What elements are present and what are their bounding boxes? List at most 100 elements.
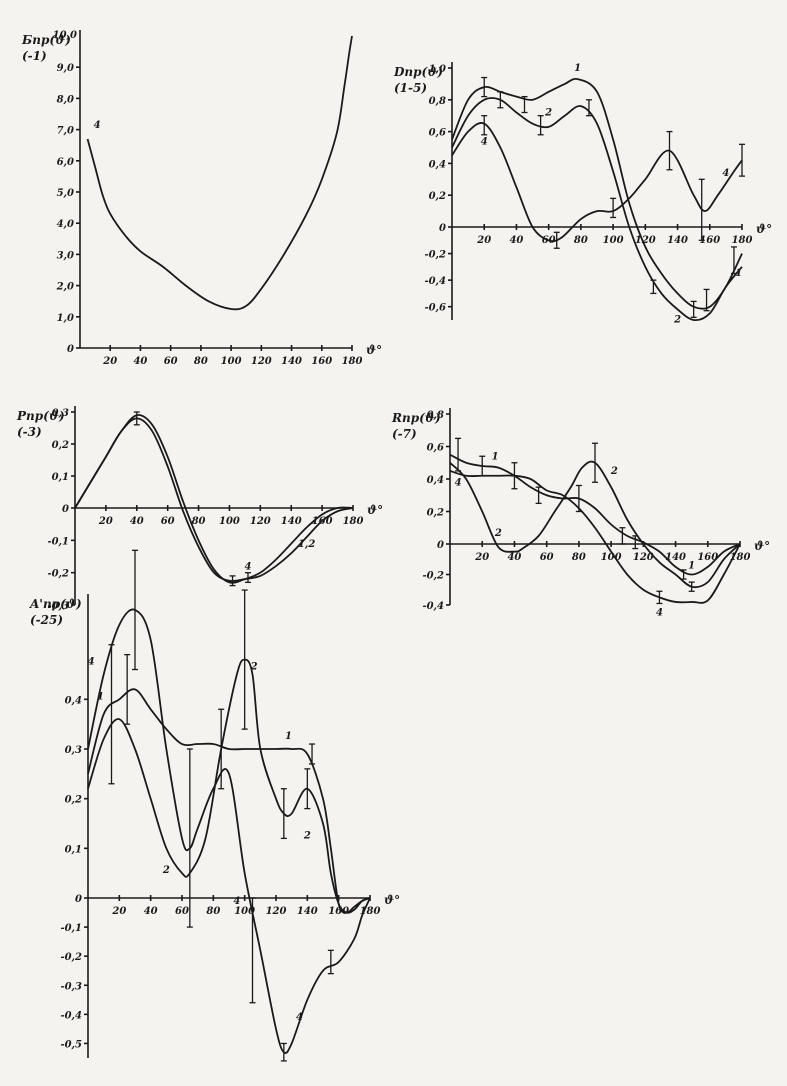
x-tick-label: 140 <box>665 552 686 563</box>
x-tick-label: 160 <box>311 356 332 367</box>
x-tick-label: 140 <box>281 516 302 527</box>
x-tick-label: 180 <box>732 235 753 246</box>
y-tick-label: 0,1 <box>52 472 69 483</box>
x-axis-title: ϑ° <box>384 893 400 907</box>
y-tick-label: 3,0 <box>57 250 74 261</box>
series-line-4 <box>87 608 371 1054</box>
y-tick-label: 5,0 <box>57 188 74 199</box>
x-tick-label: 60 <box>175 906 189 917</box>
x-tick-label: 120 <box>266 906 287 917</box>
x-tick-label: 100 <box>219 516 240 527</box>
x-tick-label: 80 <box>194 356 208 367</box>
y-tick-label: 0 <box>439 223 446 234</box>
y-tick-label: -0,3 <box>47 601 69 612</box>
series-line-1-2 <box>74 414 354 584</box>
plot-4: 20 40 60 80 100 120 140 160 180 -0,4 -0,2 0 0,2 0,4 0,… <box>391 408 770 619</box>
curve-label: 1,2 <box>298 539 315 550</box>
y-tick-label: -0,5 <box>60 1039 82 1050</box>
y-axis-note: (-25) <box>30 613 63 627</box>
x-tick-label: 140 <box>297 906 318 917</box>
curve-label: 4 <box>244 561 251 572</box>
y-axis-note: (1-5) <box>394 81 427 95</box>
curve-label: 1 <box>688 560 695 571</box>
x-tick-label: 60 <box>540 552 554 563</box>
x-tick-label: 120 <box>251 356 272 367</box>
x-tick-label: 20 <box>476 235 491 246</box>
x-tick-label: 80 <box>572 552 586 563</box>
curve-label: 1 <box>574 63 581 74</box>
curve-label: 2 <box>250 662 258 673</box>
y-tick-label: 1,0 <box>429 64 446 75</box>
y-axis-title: Бпр(ϑ) <box>21 33 71 47</box>
plot-5: 20 40 60 80 100 120 140 160 180-0,5-0,4-0,3-0,2-… <box>29 549 400 1062</box>
plot-2: 20 40 60 80 100 120 140 160 180-0,6-0,4-0,200,20… <box>393 62 772 326</box>
series-line-4 <box>74 417 354 582</box>
y-tick-label: -0,2 <box>422 571 444 582</box>
x-tick-label: 80 <box>574 235 588 246</box>
x-tick-label: 20 <box>111 906 126 917</box>
x-tick-label: 160 <box>697 552 718 563</box>
curve-label: 1 <box>492 452 499 463</box>
y-tick-label: 0 <box>62 504 69 515</box>
y-tick-label: 0,6 <box>429 128 446 139</box>
x-tick-label: 80 <box>206 906 220 917</box>
series-line-1 <box>87 688 371 914</box>
curve-label: 2 <box>162 865 170 876</box>
series-line-1 <box>451 77 743 310</box>
series-line-1 <box>449 453 741 576</box>
y-tick-label: 0,6 <box>427 443 444 454</box>
x-tick-label: 100 <box>234 906 255 917</box>
curve-label: 2 <box>544 108 552 119</box>
y-tick-label: 8,0 <box>57 94 74 105</box>
curve-label: 4 <box>656 608 663 619</box>
x-tick-label: 180 <box>343 516 364 527</box>
x-tick-label: 60 <box>164 356 178 367</box>
y-tick-label: 0,1 <box>65 844 82 855</box>
x-tick-label: 180 <box>342 356 363 367</box>
series-line-4 <box>86 35 353 311</box>
y-tick-label: 0,8 <box>427 410 444 421</box>
x-tick-label: 20 <box>474 552 489 563</box>
x-tick-label: 20 <box>102 356 117 367</box>
x-tick-label: 160 <box>699 235 720 246</box>
x-tick-label: 40 <box>509 235 523 246</box>
y-tick-label: -0,6 <box>424 303 446 314</box>
x-tick-label: 100 <box>603 235 624 246</box>
curve-label: 4 <box>233 896 240 907</box>
y-tick-label: 0,4 <box>65 695 82 706</box>
y-tick-label: 0,2 <box>429 191 446 202</box>
x-axis-title: ϑ° <box>367 503 383 517</box>
y-max-label: 10,0 <box>53 30 77 41</box>
y-tick-label: 0,4 <box>429 159 446 170</box>
x-tick-label: 120 <box>635 235 656 246</box>
series-line-4 <box>449 470 741 604</box>
y-tick-label: 1,0 <box>57 313 74 324</box>
y-tick-label: -0,1 <box>47 536 69 547</box>
series-line-2 <box>87 658 371 914</box>
y-tick-label: 0,4 <box>427 475 444 486</box>
x-tick-label: 120 <box>633 552 654 563</box>
y-tick-label: 0,3 <box>52 408 69 419</box>
y-tick-label: -0,2 <box>47 569 69 580</box>
curve-label: 4 <box>455 478 462 489</box>
curve-label: 2 <box>673 315 681 326</box>
x-tick-label: 40 <box>144 906 158 917</box>
y-tick-label: 0,2 <box>65 795 82 806</box>
plot-1: 20 40 60 80 100 120 140 160 180 0 1,0 2,0 3,0 4,0 5,0 6… <box>21 30 382 367</box>
curve-label: 1 <box>735 268 742 279</box>
y-tick-label: 2,0 <box>56 282 74 293</box>
y-tick-label: 0 <box>437 540 444 551</box>
curve-label: 2 <box>303 830 311 841</box>
y-axis-note: (-1) <box>22 49 47 63</box>
y-axis-title: A'пр(ϑ) <box>29 597 82 611</box>
y-tick-label: 0 <box>67 344 74 355</box>
y-tick-label: -0,4 <box>60 1010 82 1021</box>
x-tick-label: 180 <box>730 552 751 563</box>
y-tick-label: 7,0 <box>57 126 74 137</box>
y-axis-note: (-7) <box>392 427 417 441</box>
curve-label: 4 <box>88 657 95 668</box>
x-tick-label: 20 <box>98 516 113 527</box>
y-tick-label: -0,2 <box>60 952 82 963</box>
y-tick-label: 6,0 <box>57 157 74 168</box>
